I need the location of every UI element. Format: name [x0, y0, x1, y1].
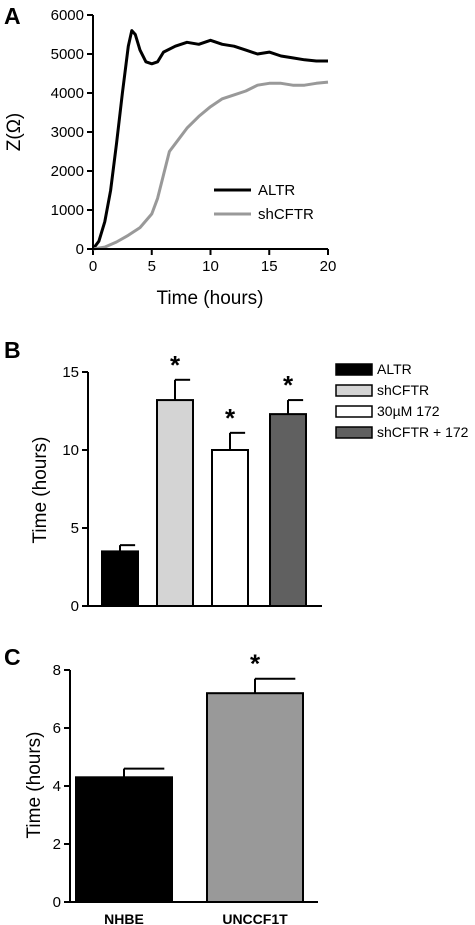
y-tick-label: 4 — [53, 778, 61, 795]
legend-label-altr: ALTR — [258, 182, 295, 199]
y-tick-label: 3000 — [51, 124, 84, 141]
y-tick-label: 6 — [53, 720, 61, 737]
significance-star-30-m-172: * — [225, 403, 236, 433]
panel-b-bars: * * * — [101, 350, 307, 608]
significance-star-shcftr: * — [170, 350, 181, 380]
y-tick-label: 0 — [53, 894, 61, 911]
series-line-shcftr — [92, 80, 329, 251]
panel-label-a: A — [4, 3, 21, 29]
x-tick-label: 10 — [202, 258, 219, 275]
legend-label-shcftr-172: shCFTR + 172 — [377, 424, 469, 440]
legend-label-altr: ALTR — [377, 361, 412, 377]
y-tick-label: 0 — [71, 598, 79, 615]
panel-label-c: C — [4, 644, 21, 670]
y-tick-label: 15 — [62, 364, 79, 381]
y-tick-label: 5 — [71, 520, 79, 537]
x-tick-label: 0 — [89, 258, 97, 275]
panel-label-b: B — [4, 337, 21, 363]
category-label-unccf1t: UNCCF1T — [222, 911, 288, 925]
series-line-altr — [91, 29, 328, 250]
y-tick-label: 10 — [62, 442, 79, 459]
panel-a: A 0 1000 2000 3000 4000 5000 6000 0 5 10 15 20 Time… — [4, 3, 336, 309]
panel-c-ylabel: Time (hours) — [24, 732, 45, 839]
x-tick-label: 5 — [148, 258, 156, 275]
bar-unccf1t — [206, 692, 304, 904]
panel-a-legend: ALTR shCFTR — [214, 182, 314, 223]
legend-label-shcftr: shCFTR — [377, 382, 429, 398]
y-tick-label: 2000 — [51, 163, 84, 180]
significance-star-unccf1t: * — [250, 649, 261, 679]
y-tick-label: 1000 — [51, 202, 84, 219]
bar-shcftr-172 — [269, 413, 307, 607]
legend-swatch-30-m-172 — [335, 405, 373, 418]
legend-label-shcftr: shCFTR — [258, 206, 314, 223]
panel-b-legend: ALTR shCFTR 30µM 172 shCFTR + 172 — [335, 361, 469, 440]
panel-b-ylabel: Time (hours) — [30, 437, 51, 544]
y-tick-label: 4000 — [51, 85, 84, 102]
panel-c-bars: NHBE * UNCCF1T — [75, 649, 304, 925]
bar-shcftr — [156, 399, 194, 607]
panel-a-xlabel: Time (hours) — [157, 288, 264, 309]
legend-swatch-altr — [335, 363, 373, 376]
legend-swatch-shcftr — [335, 384, 373, 397]
y-tick-label: 2 — [53, 836, 61, 853]
panel-b-ticks: 0 5 10 15 — [62, 364, 88, 615]
y-tick-label: 0 — [76, 241, 84, 258]
bar-30-m-172 — [211, 449, 249, 607]
y-tick-label: 8 — [53, 662, 61, 679]
x-tick-label: 15 — [261, 258, 278, 275]
category-label-nhbe: NHBE — [104, 911, 144, 925]
panel-a-ylabel: Z(Ω) — [4, 113, 25, 151]
bar-altr — [101, 550, 139, 608]
legend-swatch-shcftr-172 — [335, 426, 373, 439]
bar-nhbe — [75, 776, 173, 903]
y-tick-label: 6000 — [51, 7, 84, 24]
legend-label-30-m-172: 30µM 172 — [377, 403, 440, 419]
x-tick-label: 20 — [320, 258, 337, 275]
panel-a-lines — [91, 29, 329, 251]
panel-b: B 0 5 10 15 * * * Time (hours) ALTR shCFTR 30µM… — [4, 337, 469, 615]
significance-star-shcftr-172: * — [283, 370, 294, 400]
y-tick-label: 5000 — [51, 46, 84, 63]
panel-c: C 0 2 4 6 8 NHBE * UNCCF1T Time (hours) — [4, 644, 318, 925]
panel-c-ticks: 0 2 4 6 8 — [53, 662, 70, 911]
